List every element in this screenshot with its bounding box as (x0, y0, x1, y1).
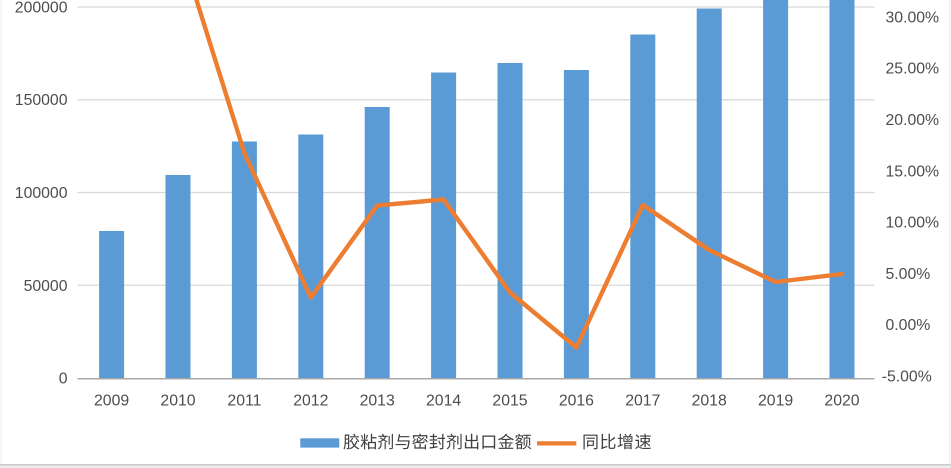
svg-text:-5.00%: -5.00% (882, 369, 932, 386)
svg-text:150000: 150000 (15, 92, 68, 109)
svg-text:200000: 200000 (15, 0, 68, 17)
svg-text:100000: 100000 (15, 185, 68, 202)
svg-text:2020: 2020 (824, 393, 859, 410)
svg-text:5.00%: 5.00% (886, 266, 931, 283)
svg-text:2017: 2017 (625, 393, 660, 410)
svg-text:2013: 2013 (360, 393, 395, 410)
svg-text:2016: 2016 (559, 393, 594, 410)
svg-text:30.00%: 30.00% (886, 9, 940, 26)
svg-text:2019: 2019 (758, 393, 793, 410)
svg-text:2010: 2010 (160, 393, 195, 410)
svg-text:10.00%: 10.00% (886, 215, 940, 232)
svg-text:25.00%: 25.00% (886, 61, 940, 78)
svg-text:2011: 2011 (227, 393, 261, 410)
svg-text:0: 0 (59, 371, 68, 388)
svg-text:50000: 50000 (24, 278, 68, 295)
svg-text:2014: 2014 (426, 393, 461, 410)
svg-text:2009: 2009 (94, 393, 129, 410)
svg-text:2015: 2015 (492, 393, 527, 410)
svg-text:2018: 2018 (692, 393, 727, 410)
svg-text:20.00%: 20.00% (886, 112, 940, 129)
svg-text:15.00%: 15.00% (886, 163, 940, 180)
svg-text:2012: 2012 (293, 393, 328, 410)
svg-text:0.00%: 0.00% (886, 317, 931, 334)
